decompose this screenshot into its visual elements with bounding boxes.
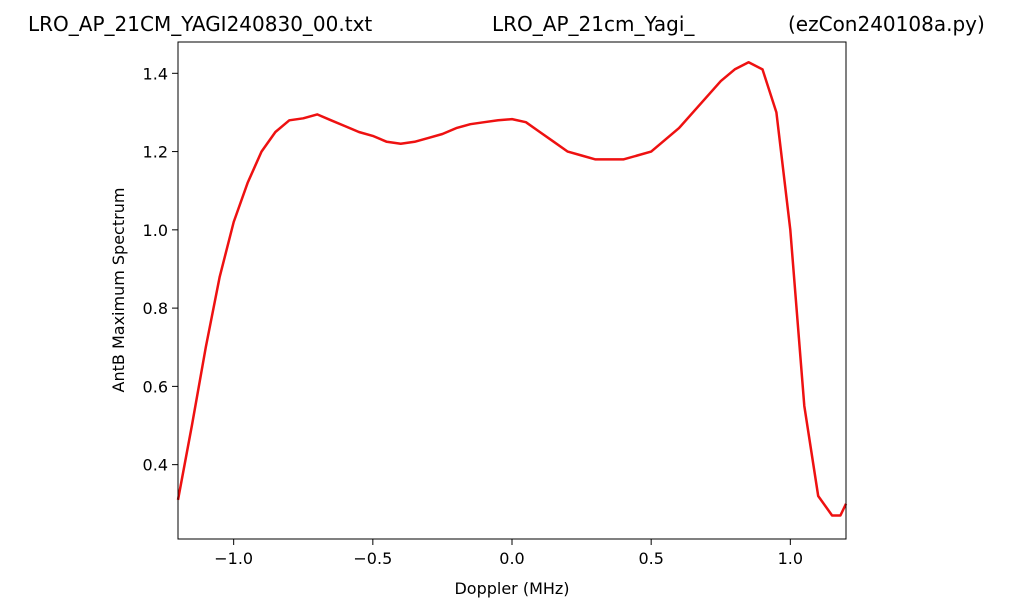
plot-frame bbox=[177, 41, 847, 540]
y-axis-label: AntB Maximum Spectrum bbox=[109, 188, 128, 393]
x-tick-label: 1.0 bbox=[778, 549, 803, 568]
chart-title-file: LRO_AP_21CM_YAGI240830_00.txt bbox=[28, 12, 373, 36]
chart-title-script: (ezCon240108a.py) bbox=[788, 12, 985, 36]
y-tick-label: 1.2 bbox=[143, 143, 168, 162]
x-tick-label: −1.0 bbox=[214, 549, 253, 568]
x-tick-label: 0.0 bbox=[499, 549, 524, 568]
y-tick-label: 1.0 bbox=[143, 221, 168, 240]
x-axis-label: Doppler (MHz) bbox=[454, 579, 569, 598]
series-line-0 bbox=[176, 61, 848, 517]
x-axis-ticks: −1.0 −0.5 0.0 0.5 1.0 bbox=[214, 539, 803, 568]
x-tick-label: 0.5 bbox=[638, 549, 663, 568]
y-axis-ticks: 0.4 0.6 0.8 1.0 1.2 1.4 bbox=[143, 64, 178, 475]
chart-title-station: LRO_AP_21cm_Yagi_ bbox=[492, 12, 695, 36]
plot-lines bbox=[176, 61, 848, 517]
y-tick-label: 1.4 bbox=[143, 64, 168, 83]
x-tick-label: −0.5 bbox=[353, 549, 392, 568]
y-tick-label: 0.6 bbox=[143, 377, 168, 396]
y-tick-label: 0.4 bbox=[143, 456, 168, 475]
y-tick-label: 0.8 bbox=[143, 299, 168, 318]
